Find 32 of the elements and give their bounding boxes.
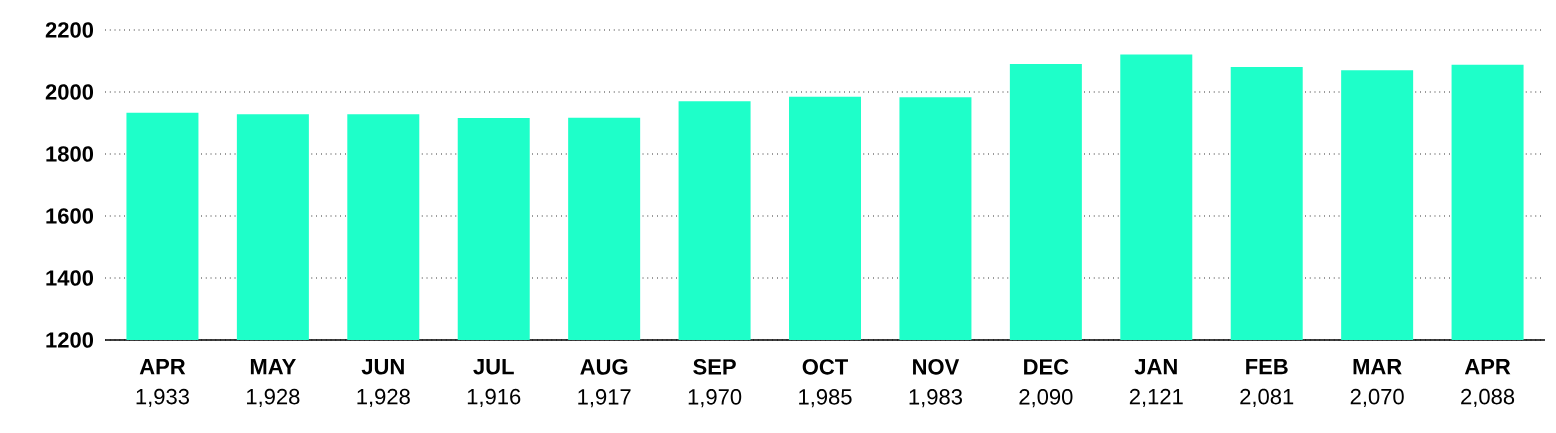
data-label: 2,090 [1019,389,1073,408]
data-label: 1,916 [467,388,521,408]
y-tick-label: 1200 [46,332,94,348]
x-tick-label: APR [1464,359,1511,375]
data-label: 1,983 [909,389,962,408]
x-tick-label: FEB [1246,359,1288,375]
y-tick-label: 1400 [46,270,94,286]
data-label: 2,081 [1240,388,1294,408]
data-label: 1,933 [136,388,189,408]
x-tick-label: JUN [361,359,404,375]
x-tick-label: NOV [913,359,960,375]
x-tick-label: AUG [580,359,628,375]
data-label: 1,928 [247,388,300,408]
x-tick-label: DEC [1024,359,1069,375]
data-label: 2,070 [1350,388,1404,408]
data-label: 2,088 [1461,388,1515,408]
data-label: 1,917 [578,389,631,408]
data-label: 1,928 [357,388,410,408]
data-label: 2,121 [1129,388,1183,408]
x-tick-label: JUL [473,359,514,375]
y-tick-label: 1800 [46,146,94,162]
x-tick-label: MAY [250,359,296,375]
data-label: 1,985 [799,389,852,408]
x-tick-label: JAN [1134,359,1177,375]
data-label: 1,970 [688,389,742,408]
y-tick-label: 2000 [45,84,94,100]
x-tick-label: MAR [1353,359,1402,375]
x-tick-label: APR [139,359,186,375]
y-tick-label: 1600 [46,208,94,224]
x-tick-label: SEP [693,359,736,375]
y-tick-label: 2200 [45,22,94,38]
x-tick-label: OCT [802,359,848,375]
